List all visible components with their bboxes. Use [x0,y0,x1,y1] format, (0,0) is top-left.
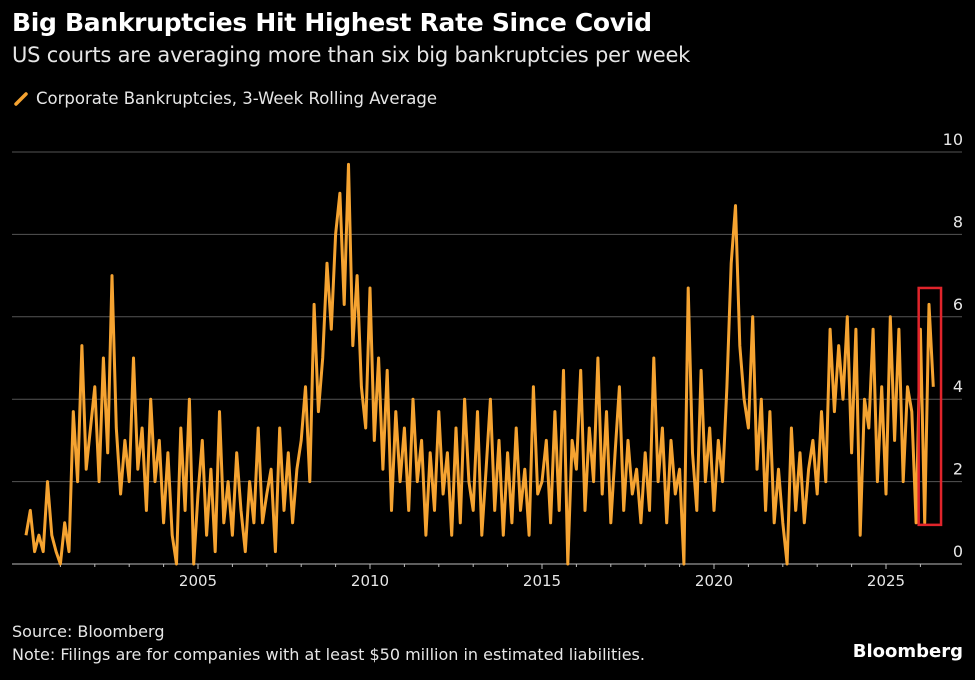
chart-subtitle: US courts are averaging more than six bi… [12,43,691,67]
x-tick-label: 2005 [179,572,217,590]
legend: Corporate Bankruptcies, 3-Week Rolling A… [14,89,437,108]
note-text: Note: Filings are for companies with at … [12,645,645,664]
highlight-box [917,286,943,527]
x-tick-label: 2020 [695,572,733,590]
y-tick-label: 4 [953,377,963,396]
y-tick-label: 6 [953,295,963,314]
y-tick-label: 0 [953,542,963,561]
source-text: Source: Bloomberg [12,622,165,641]
chart-title: Big Bankruptcies Hit Highest Rate Since … [12,8,652,37]
y-tick-label: 10 [943,130,963,149]
legend-label: Corporate Bankruptcies, 3-Week Rolling A… [36,89,437,108]
bloomberg-logo: Bloomberg [852,641,963,662]
legend-line-icon [14,91,28,106]
x-tick-label: 2010 [351,572,389,590]
series-line [24,162,935,566]
y-tick-label: 8 [953,212,963,231]
x-tick-label: 2015 [523,572,561,590]
x-tick-label: 2025 [867,572,905,590]
y-tick-label: 2 [953,460,963,479]
